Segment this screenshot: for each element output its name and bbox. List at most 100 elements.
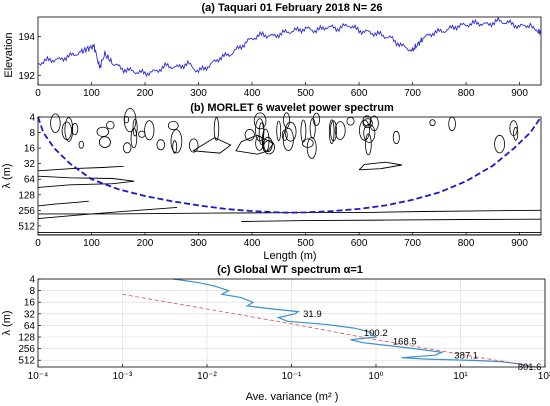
panel-b-xtick-label: 900 xyxy=(511,238,528,249)
power-contour-small xyxy=(78,140,84,149)
panel-a-xtick-label: 300 xyxy=(190,88,207,99)
panel-c-title: (c) Global WT spectrum α=1 xyxy=(217,264,363,276)
panel-c-ytick-label: 16 xyxy=(24,298,36,309)
panel-b-plot xyxy=(37,108,542,236)
power-contour-small xyxy=(244,128,255,141)
power-contour-small xyxy=(494,134,506,154)
panel-c-xlabel: Ave. variance (m² ) xyxy=(246,391,339,403)
panel-a-ytick-label: 194 xyxy=(18,32,35,43)
panel-b-wavelet-power: (b) MORLET 6 wavelet power spectrum λ (m… xyxy=(1,102,542,262)
panel-b-xtick-label: 300 xyxy=(190,238,207,249)
panel-c-xtick-label: 10² xyxy=(538,371,550,382)
panel-a-plot xyxy=(37,16,542,78)
panel-b-frame xyxy=(37,116,542,236)
significance-line xyxy=(122,293,537,368)
power-contour-small xyxy=(306,136,317,159)
peak-annotation: 31.9 xyxy=(303,309,322,320)
power-contour-small xyxy=(61,121,72,141)
panel-a-frame xyxy=(37,16,542,86)
power-contour-small xyxy=(284,121,297,142)
power-contour-small xyxy=(213,117,220,141)
power-contour-small xyxy=(309,117,316,139)
panel-b-ytick-label: 8 xyxy=(29,128,35,139)
panel-b-xtick-label: 500 xyxy=(297,238,314,249)
panel-c-xtick-label: 10¹ xyxy=(453,371,468,382)
panel-a-xtick-label: 0 xyxy=(35,88,41,99)
panel-a-xtick-label: 800 xyxy=(458,88,475,99)
panel-a-xtick-label: 900 xyxy=(511,88,528,99)
panel-b-ytick-label: 64 xyxy=(24,175,36,186)
power-contour-small xyxy=(253,112,267,130)
power-contour-small xyxy=(188,138,199,153)
power-contour-small xyxy=(312,112,321,126)
panel-c-frame xyxy=(37,278,546,368)
panel-c-xtick-label: 10⁰ xyxy=(368,371,383,382)
panel-a-title: (a) Taquari 01 February 2018 N= 26 xyxy=(201,2,382,14)
panel-c-ticks: 10⁻⁴ 10⁻³ 10⁻² 10⁻¹ 10⁰ 10¹ 10² 481632641282565… xyxy=(18,275,550,383)
panel-b-xtick-label: 0 xyxy=(35,238,41,249)
panel-a-ytick-label: 192 xyxy=(18,71,35,82)
power-contour-small xyxy=(172,140,178,154)
peak-annotation: 168.5 xyxy=(393,337,417,348)
power-contour-small xyxy=(167,121,179,131)
panel-b-ylabel: λ (m) xyxy=(1,163,13,188)
power-contour-small xyxy=(300,119,307,143)
panel-b-ytick-label: 4 xyxy=(29,113,35,124)
panel-c-ytick-label: 128 xyxy=(18,333,35,344)
peak-annotation: 387.1 xyxy=(454,351,478,362)
elevation-line xyxy=(37,16,542,78)
panel-c-ytick-label: 512 xyxy=(18,356,35,367)
power-contour xyxy=(358,161,402,171)
panel-a-xtick-label: 600 xyxy=(351,88,368,99)
panel-b-xlabel: Length (m) xyxy=(263,250,316,262)
panel-a-xtick-label: 400 xyxy=(244,88,261,99)
power-contour-small xyxy=(365,133,372,156)
cone-of-influence xyxy=(37,116,542,214)
power-contour-small xyxy=(123,116,130,124)
panel-b-title: (b) MORLET 6 wavelet power spectrum xyxy=(190,102,394,114)
power-contour xyxy=(192,137,232,154)
power-contour-small xyxy=(50,113,61,133)
power-contour-small xyxy=(283,112,291,128)
power-contour-small xyxy=(130,128,138,149)
power-contour xyxy=(38,209,542,215)
panel-b-ytick-label: 32 xyxy=(24,159,36,170)
panel-c-ytick-label: 8 xyxy=(29,286,35,297)
panel-b-ytick-label: 256 xyxy=(18,206,35,217)
panel-b-ytick-label: 128 xyxy=(18,190,35,201)
panel-c-ytick-label: 32 xyxy=(24,309,36,320)
panel-b-xtick-label: 800 xyxy=(458,238,475,249)
panel-c-xtick-label: 10⁻⁴ xyxy=(28,371,49,382)
power-contour-small xyxy=(363,123,376,143)
panel-b-xtick-label: 100 xyxy=(83,238,100,249)
global-spectrum-line xyxy=(173,278,533,368)
power-contour-small xyxy=(106,120,115,130)
power-contour-small xyxy=(255,118,265,142)
panel-c-ytick-label: 64 xyxy=(24,321,36,332)
panel-b-xtick-label: 600 xyxy=(351,238,368,249)
power-contour-small xyxy=(96,126,110,137)
power-contour-small xyxy=(98,136,111,148)
panel-b-ticks: 0 100 200 300 400 500 600 700 800 900 4 8 16 32 64 128 2… xyxy=(18,113,528,250)
power-contour xyxy=(37,175,135,188)
power-contour-small xyxy=(170,129,183,154)
panel-c-global-spectrum: (c) Global WT spectrum α=1 λ (m) Ave. va… xyxy=(1,264,550,403)
power-contour-small xyxy=(132,118,138,137)
power-contour-small xyxy=(144,120,155,141)
power-contour-small xyxy=(346,116,355,126)
panel-b-ytick-label: 16 xyxy=(24,144,36,155)
power-contour-small xyxy=(255,135,264,151)
panel-a-xtick-label: 100 xyxy=(83,88,100,99)
panel-a-ylabel: Elevation xyxy=(3,32,15,77)
panel-c-ytick-label: 4 xyxy=(29,275,35,286)
power-contour-small xyxy=(362,118,373,129)
panel-c-xtick-label: 10⁻¹ xyxy=(282,371,302,382)
panel-b-xtick-label: 200 xyxy=(137,238,154,249)
panel-c-ylabel: λ (m) xyxy=(1,310,13,335)
power-contour xyxy=(235,134,275,155)
power-contour-small xyxy=(276,120,282,142)
panel-b-xtick-label: 700 xyxy=(404,238,421,249)
power-contour-small xyxy=(392,130,400,145)
power-contour-small xyxy=(71,123,79,136)
